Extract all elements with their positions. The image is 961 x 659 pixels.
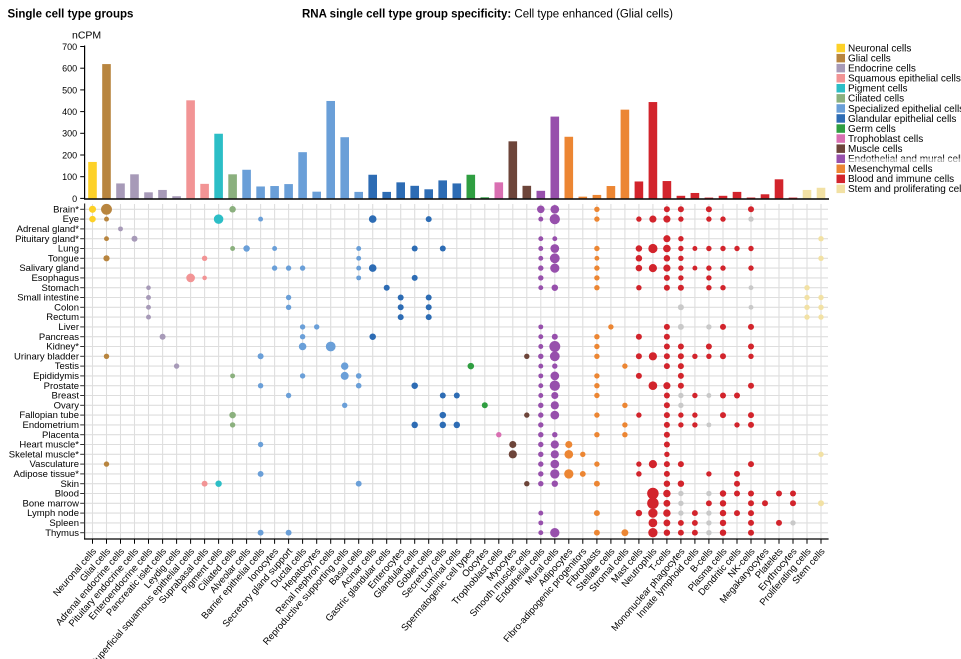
svg-text:Lung: Lung [58,244,79,255]
svg-text:Breast: Breast [52,391,80,402]
svg-text:Heart muscle*: Heart muscle* [19,440,79,451]
svg-text:Pigment cells: Pigment cells [848,84,907,95]
svg-text:Blood and immune cells: Blood and immune cells [848,174,954,185]
svg-text:Epididymis: Epididymis [33,371,79,382]
svg-text:Kidney*: Kidney* [46,342,79,353]
svg-text:Squamous epithelial cells: Squamous epithelial cells [848,74,961,85]
svg-text:nCPM: nCPM [72,30,101,42]
svg-text:Urinary bladder: Urinary bladder [14,351,79,362]
svg-text:Glial cells: Glial cells [848,54,891,65]
svg-text:Specialized epithelial cells: Specialized epithelial cells [848,104,961,115]
svg-text:Blood: Blood [55,489,79,500]
svg-text:Colon: Colon [54,302,79,313]
svg-text:500: 500 [62,85,77,95]
svg-text:Glandular epithelial cells: Glandular epithelial cells [848,114,956,125]
svg-text:Pancreas: Pancreas [39,332,79,343]
svg-text:100: 100 [62,172,77,182]
svg-text:Skin: Skin [61,479,79,490]
svg-text:Endometrium: Endometrium [23,420,80,431]
svg-text:Vasculature: Vasculature [30,459,79,470]
svg-text:700: 700 [62,42,77,52]
svg-text:Stomach: Stomach [42,283,80,294]
svg-text:300: 300 [62,129,77,139]
svg-text:Ciliated cells: Ciliated cells [848,94,904,105]
svg-text:Lymph node: Lymph node [27,508,79,519]
svg-text:Salivary gland: Salivary gland [19,263,79,274]
svg-text:Trophoblast cells: Trophoblast cells [848,134,923,145]
svg-text:Placenta: Placenta [42,430,80,441]
svg-text:Brain*: Brain* [53,204,79,215]
svg-text:Tongue: Tongue [48,253,79,264]
svg-text:Adrenal gland*: Adrenal gland* [17,224,80,235]
svg-text:Skeletal muscle*: Skeletal muscle* [9,449,80,460]
svg-text:600: 600 [62,64,77,74]
svg-text:Testis: Testis [55,361,80,372]
svg-text:Ovary: Ovary [54,400,80,411]
svg-text:Mesenchymal cells: Mesenchymal cells [848,164,932,175]
svg-text:Muscle cells: Muscle cells [848,144,902,155]
svg-text:Small intestine: Small intestine [17,293,79,304]
svg-text:Pituitary gland*: Pituitary gland* [15,234,79,245]
svg-text:0: 0 [72,194,77,204]
svg-text:Thymus: Thymus [45,528,79,539]
svg-text:Eye: Eye [63,214,79,225]
svg-text:Liver: Liver [58,322,79,333]
svg-text:Stem and proliferating cells: Stem and proliferating cells [848,184,961,195]
svg-text:Single cell type groups: Single cell type groups [8,9,134,21]
svg-text:RNA single cell type group spe: RNA single cell type group specificity: … [302,9,673,21]
svg-text:Neuronal cells: Neuronal cells [848,43,911,54]
svg-text:Adipose tissue*: Adipose tissue* [14,469,80,480]
svg-text:400: 400 [62,107,77,117]
svg-text:Rectum: Rectum [46,312,79,323]
svg-text:Bone marrow: Bone marrow [23,498,80,509]
svg-text:Fallopian tube: Fallopian tube [19,410,79,421]
svg-text:200: 200 [62,150,77,160]
svg-text:Germ cells: Germ cells [848,124,896,135]
svg-text:Endocrine cells: Endocrine cells [848,64,916,75]
svg-text:Prostate: Prostate [44,381,79,392]
svg-text:Spleen: Spleen [49,518,79,529]
svg-text:Esophagus: Esophagus [31,273,79,284]
